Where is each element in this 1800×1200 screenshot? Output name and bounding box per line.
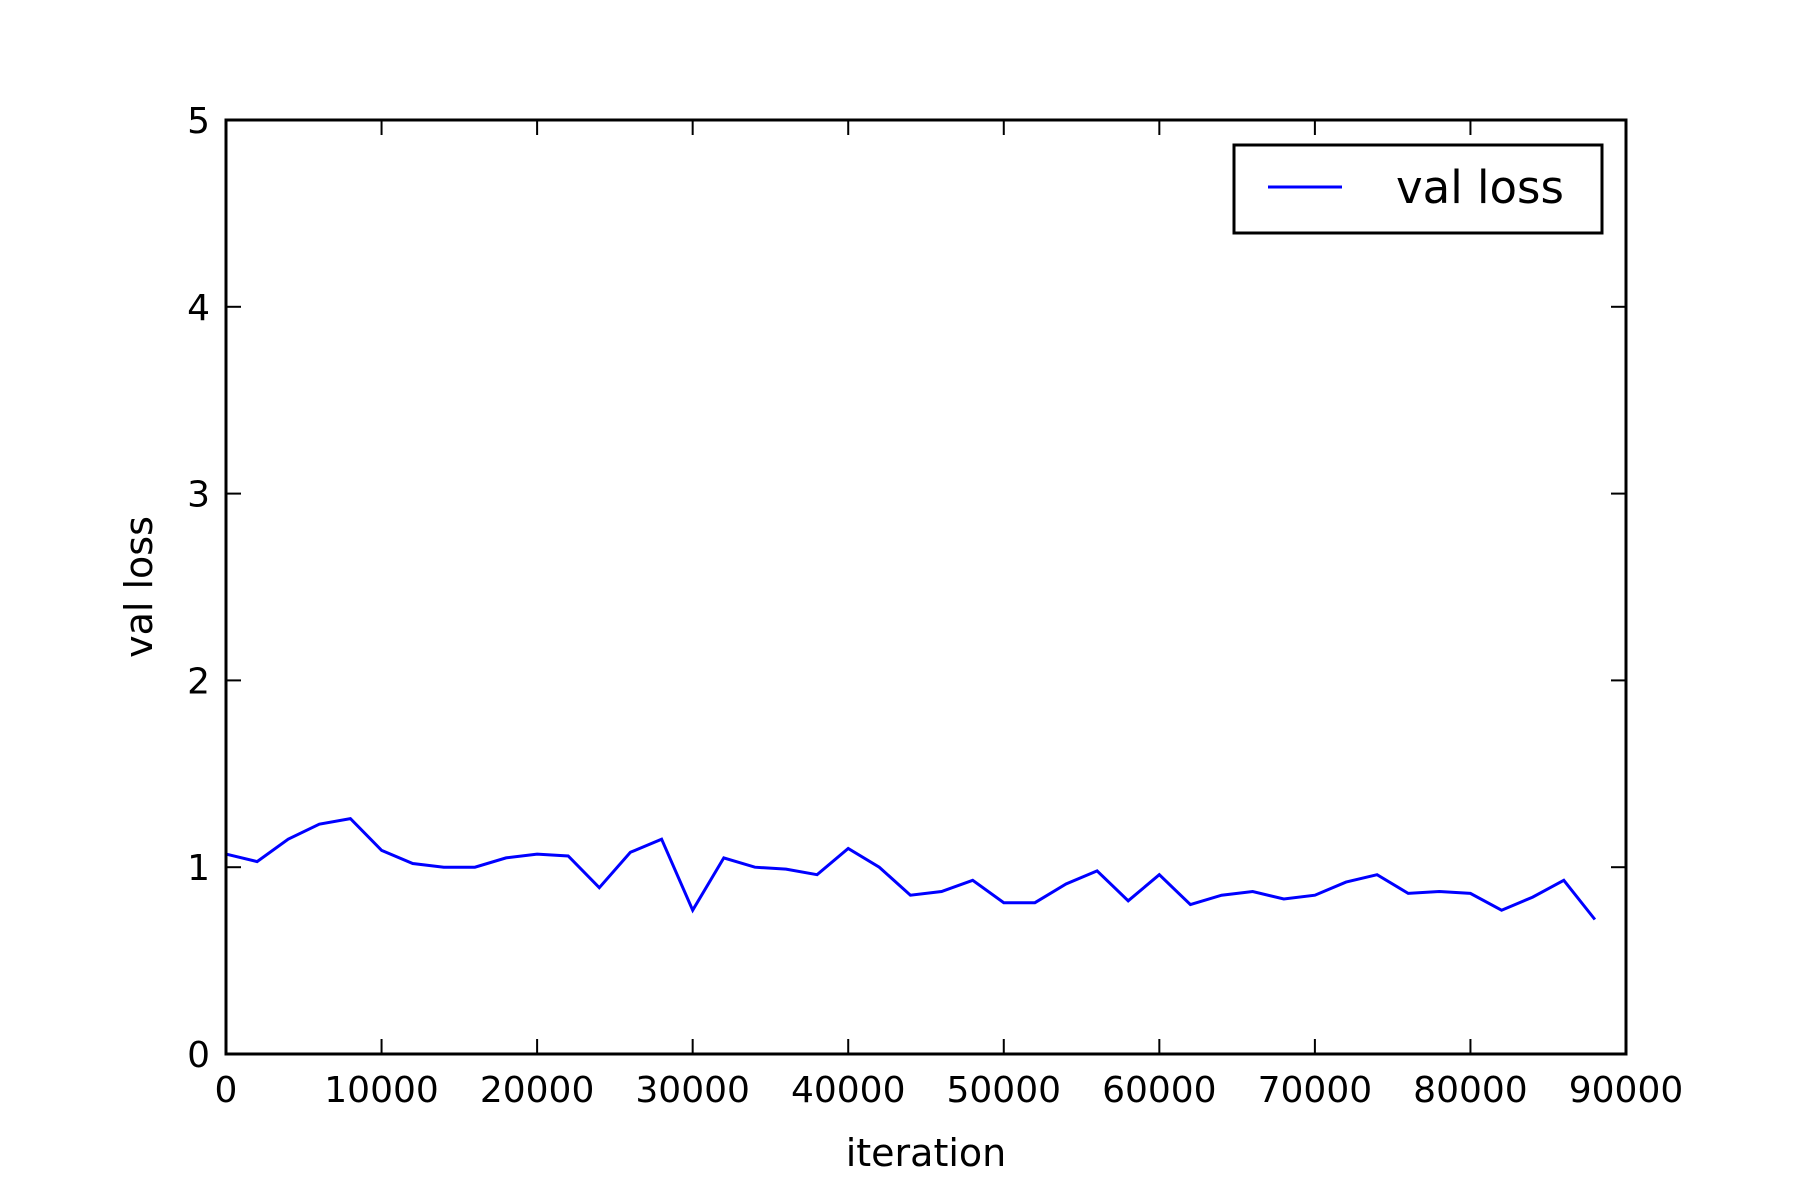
x-tick-label: 90000 bbox=[1569, 1070, 1684, 1111]
x-axis-title: iteration bbox=[846, 1131, 1007, 1175]
x-tick-label: 20000 bbox=[480, 1070, 595, 1111]
y-tick-label: 4 bbox=[187, 288, 210, 329]
legend-box bbox=[1232, 143, 1604, 235]
y-axis-title: val loss bbox=[117, 516, 161, 658]
plot-background bbox=[226, 120, 1626, 1054]
y-tick-label: 0 bbox=[187, 1035, 210, 1076]
legend-label-val-loss: val loss bbox=[1396, 161, 1564, 214]
x-tick-label: 0 bbox=[215, 1070, 238, 1111]
x-tick-label: 60000 bbox=[1102, 1070, 1217, 1111]
x-tick-label: 80000 bbox=[1413, 1070, 1528, 1111]
legend: val loss bbox=[1232, 143, 1604, 235]
x-tick-label: 70000 bbox=[1258, 1070, 1373, 1111]
y-tick-label: 2 bbox=[187, 661, 210, 702]
y-tick-label: 3 bbox=[187, 475, 210, 516]
x-tick-label: 30000 bbox=[635, 1070, 750, 1111]
series-lines bbox=[225, 816, 1597, 921]
x-tick-label: 50000 bbox=[947, 1070, 1062, 1111]
x-tick-label: 10000 bbox=[324, 1070, 439, 1111]
series-line-val-loss bbox=[225, 816, 1597, 921]
axis-tick-labels: 0 10000 20000 30000 40000 50000 60000 70000 8000… bbox=[187, 101, 1683, 1111]
y-tick-label: 1 bbox=[187, 848, 210, 889]
x-tick-label: 40000 bbox=[791, 1070, 906, 1111]
y-tick-label: 5 bbox=[187, 101, 210, 142]
axis-ticks bbox=[225, 119, 1627, 1055]
plot-frame bbox=[224, 118, 1628, 1056]
